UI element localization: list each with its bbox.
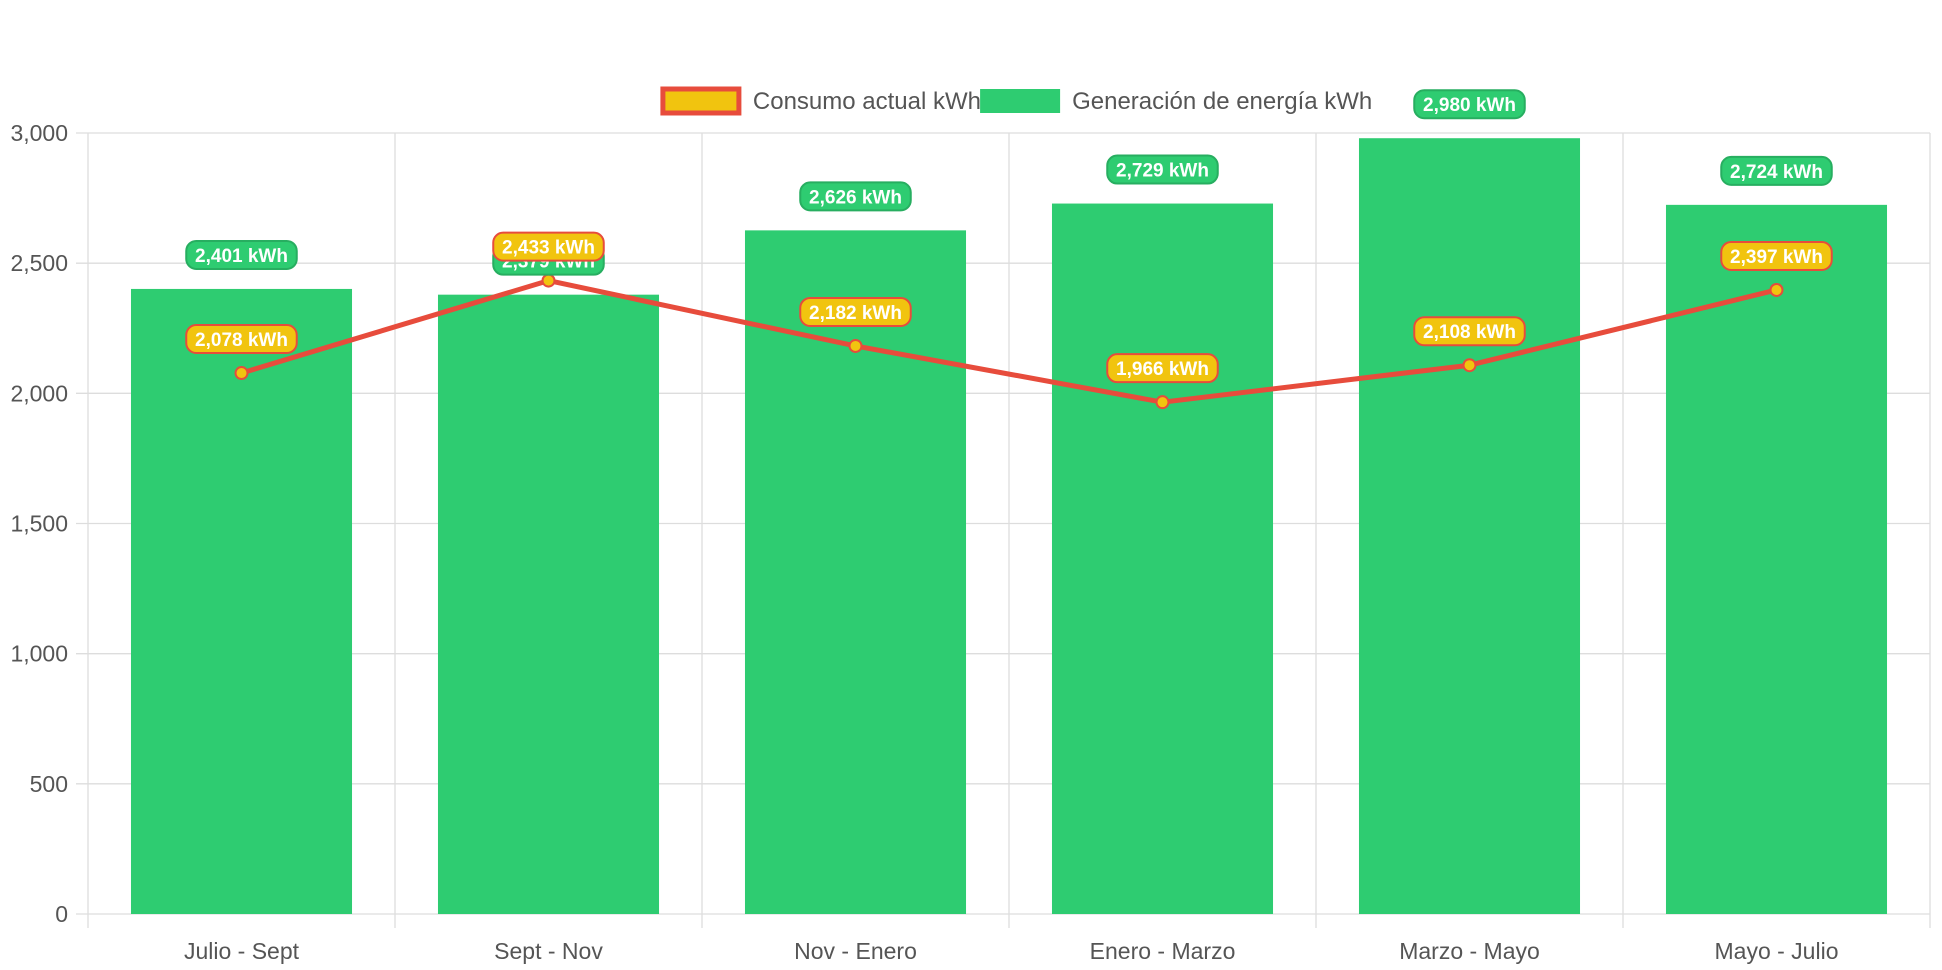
bar-data-label: 2,724 kWh	[1720, 155, 1833, 186]
axis-labels: 0 500 1,000 1,500 2,000 2,500 3,000 Julio - Sep…	[10, 120, 1838, 964]
legend-swatch	[980, 89, 1061, 113]
line-point[interactable]	[234, 366, 249, 381]
line-data-label-text: 2,182 kWh	[809, 303, 902, 324]
bar-data-label: 2,729 kWh	[1106, 154, 1219, 185]
bar[interactable]	[744, 230, 967, 914]
line-data-label-text: 2,397 kWh	[1730, 247, 1823, 268]
grid-lines	[76, 132, 1931, 928]
y-tick-label: 500	[30, 771, 68, 797]
line-point[interactable]	[1462, 358, 1477, 373]
line-data-label-text: 2,108 kWh	[1423, 322, 1516, 343]
line-data-label-bg	[185, 324, 298, 355]
y-tick-label: 2,500	[10, 250, 68, 276]
x-tick-label: Julio - Sept	[184, 938, 300, 964]
line-point[interactable]	[1769, 282, 1784, 297]
legend[interactable]: Consumo actual kWh Generación de energía …	[660, 86, 1372, 116]
line-data-label: 2,397 kWh	[1720, 240, 1833, 271]
bar-data-label-bg	[1720, 155, 1833, 186]
bar-data-label-text: 2,980 kWh	[1423, 95, 1516, 116]
y-tick-label: 2,000	[10, 380, 68, 406]
line-data-label: 1,966 kWh	[1106, 353, 1219, 384]
line-data-label: 2,108 kWh	[1413, 316, 1526, 347]
bar-data-label-text: 2,724 kWh	[1730, 162, 1823, 183]
bar-series	[130, 138, 1888, 915]
bar-data-label-bg	[799, 181, 912, 212]
line-point[interactable]	[1155, 395, 1170, 410]
legend-item[interactable]: Generación de energía kWh	[980, 88, 1372, 115]
bar-data-label-bg	[1106, 154, 1219, 185]
bar-data-label-text: 2,729 kWh	[1116, 161, 1209, 182]
line-data-label: 2,078 kWh	[185, 324, 298, 355]
x-tick-label: Marzo - Mayo	[1399, 938, 1540, 964]
y-tick-label: 1,000	[10, 641, 68, 667]
bar-data-label: 2,980 kWh	[1413, 89, 1526, 120]
line-data-label-text: 2,433 kWh	[502, 238, 595, 259]
y-tick-label: 0	[55, 901, 68, 927]
x-tick-label: Enero - Marzo	[1090, 938, 1236, 964]
line-data-label: 2,433 kWh	[492, 231, 605, 262]
bar[interactable]	[1051, 203, 1274, 914]
line-data-label-bg	[1413, 316, 1526, 347]
y-tick-label: 1,500	[10, 511, 68, 537]
line-series	[234, 273, 1784, 410]
x-tick-label: Sept - Nov	[494, 938, 603, 964]
line-data-label-bg	[799, 296, 912, 327]
legend-label: Consumo actual kWh	[753, 88, 981, 115]
bar-data-label-bg	[1413, 89, 1526, 120]
bar-data-label-bg	[185, 239, 298, 270]
y-tick-label: 3,000	[10, 120, 68, 146]
bar[interactable]	[1665, 204, 1888, 915]
bar[interactable]	[1358, 138, 1581, 914]
bar-data-label: 2,626 kWh	[799, 181, 912, 212]
legend-label: Generación de energía kWh	[1072, 88, 1372, 115]
line-data-label-bg	[1720, 240, 1833, 271]
bar-data-label-text: 2,626 kWh	[809, 187, 902, 208]
bar-data-label-text: 2,401 kWh	[195, 246, 288, 267]
legend-swatch	[660, 86, 742, 116]
line-data-label-text: 1,966 kWh	[1116, 359, 1209, 380]
x-tick-label: Mayo - Julio	[1715, 938, 1839, 964]
line-point[interactable]	[541, 273, 556, 288]
line-data-label: 2,182 kWh	[799, 296, 912, 327]
line-point[interactable]	[848, 338, 863, 353]
bar[interactable]	[130, 288, 353, 914]
line-data-label-bg	[492, 231, 605, 262]
legend-item[interactable]: Consumo actual kWh	[660, 86, 981, 116]
bar[interactable]	[437, 294, 660, 914]
consumption-line	[240, 278, 1778, 405]
x-tick-label: Nov - Enero	[794, 938, 917, 964]
line-data-label-text: 2,078 kWh	[195, 330, 288, 351]
line-data-label-bg	[1106, 353, 1219, 384]
bar-data-label: 2,401 kWh	[185, 239, 298, 270]
